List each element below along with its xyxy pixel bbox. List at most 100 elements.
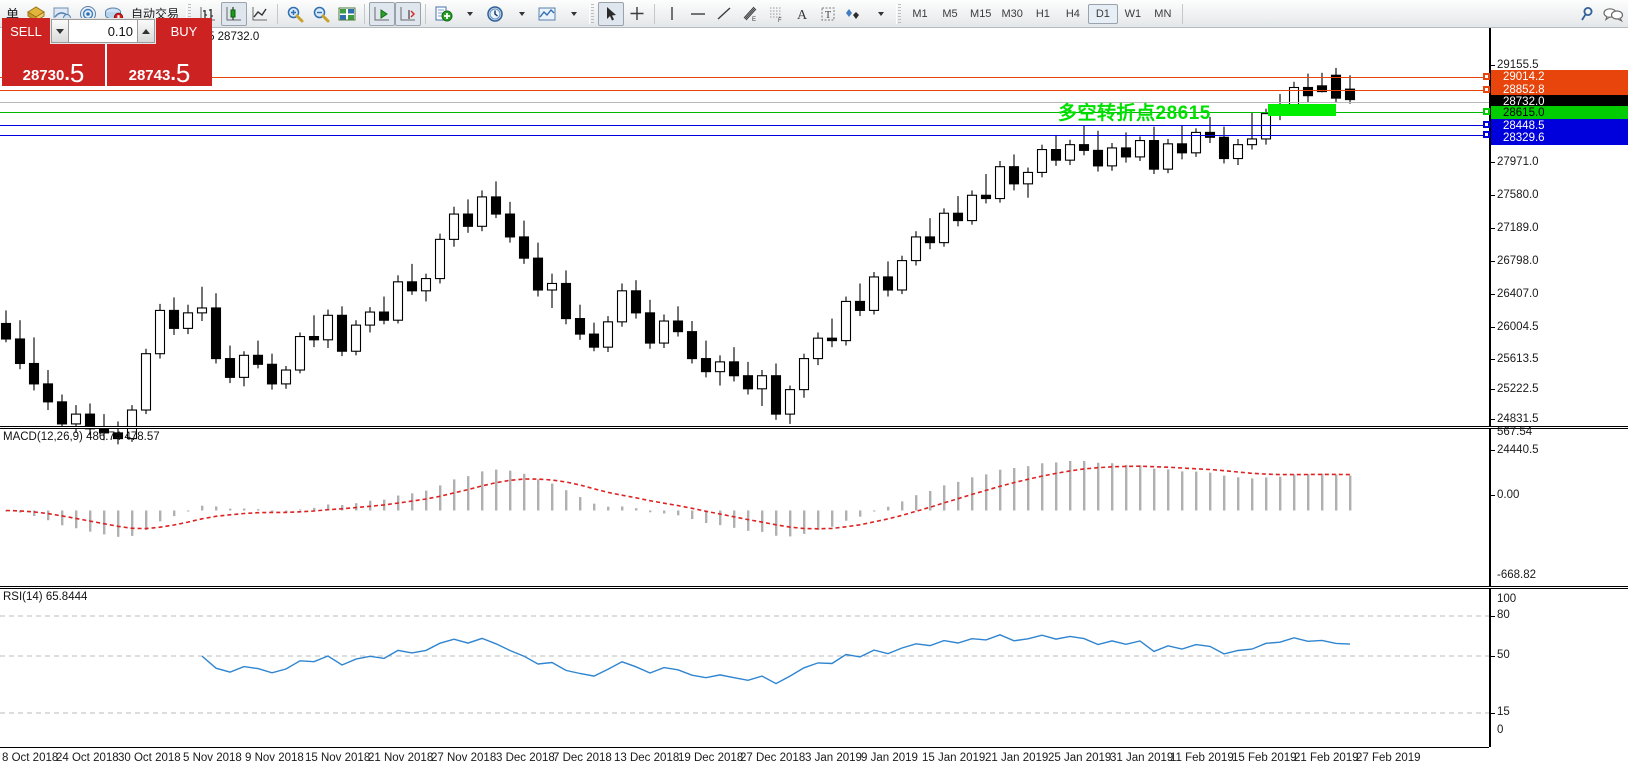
rsi-axis[interactable] [1489, 589, 1491, 747]
green-highlight-box[interactable] [1268, 104, 1336, 116]
level-tag-28329[interactable]: 28329.6 [1491, 131, 1628, 145]
candle-body [476, 196, 488, 227]
price-line-29014[interactable] [0, 77, 1489, 78]
candle-body [1204, 131, 1216, 138]
timeframe-d1[interactable]: D1 [1087, 3, 1118, 24]
text-label-icon[interactable]: A [789, 2, 815, 26]
sell-button[interactable]: SELL [2, 18, 50, 44]
shapes-dropdown-caret[interactable] [867, 2, 893, 26]
candle-body [644, 312, 656, 344]
crosshair-icon[interactable] [624, 2, 650, 26]
templates-icon[interactable] [534, 2, 560, 26]
date-label: 9 Jan 2019 [861, 752, 918, 764]
level-tag-29014[interactable]: 29014.2 [1491, 70, 1628, 84]
price-chart-plot [0, 67, 1356, 445]
rsi-divider[interactable] [0, 586, 1628, 589]
buy-price[interactable]: 28743 . 5 [107, 44, 212, 86]
autotrading-icon[interactable] [101, 2, 127, 26]
indicators-icon[interactable] [430, 2, 456, 26]
cursor-icon[interactable] [598, 1, 625, 26]
buy-button[interactable]: BUY [156, 18, 212, 44]
chart-canvas[interactable]: HK50-,Daily 28860.0 29030.5 28681.5 2873… [0, 28, 1628, 775]
main-toolbar: 单 自动交易 [0, 0, 1628, 28]
toolbar-grip-3[interactable] [896, 3, 903, 24]
sell-price[interactable]: 28730 . 5 [2, 44, 107, 86]
zoom-out-icon[interactable] [308, 2, 334, 26]
macd-bar [1181, 471, 1184, 511]
period-icon[interactable] [482, 2, 508, 26]
macd-label[interactable]: MACD(12,26,9) 486.74 478.57 [3, 431, 160, 443]
volume-increase-button[interactable] [137, 19, 155, 43]
price-line-28615[interactable] [0, 112, 1489, 113]
fibonacci-icon[interactable]: F [763, 2, 789, 26]
macd-divider[interactable] [0, 426, 1628, 429]
level-tag-28448[interactable]: 28448.5 [1491, 119, 1628, 133]
level-handle-28329[interactable] [1483, 131, 1490, 138]
macd-bar [1335, 474, 1338, 511]
line-chart-icon[interactable] [247, 2, 273, 26]
chat-icon[interactable] [1600, 2, 1626, 26]
macd-bar [1041, 463, 1044, 511]
level-tag-28615[interactable]: 28615.0 [1491, 106, 1628, 120]
level-handle-29014[interactable] [1483, 73, 1490, 80]
macd-bar [537, 479, 540, 511]
candle-body [294, 335, 306, 371]
macd-bar [495, 469, 498, 511]
candlestick-chart-icon[interactable] [221, 1, 248, 26]
templates-dropdown-caret[interactable] [560, 2, 586, 26]
shapes-icon[interactable] [841, 2, 867, 26]
toolbar-separator [277, 3, 279, 24]
text-box-icon[interactable]: T [815, 2, 841, 26]
candle-body [714, 361, 726, 373]
level-handle-28852[interactable] [1483, 86, 1490, 93]
level-handle-28448[interactable] [1483, 121, 1490, 128]
toolbar-grip-2[interactable] [589, 3, 596, 24]
date-axis[interactable] [0, 747, 1489, 775]
macd-bar [831, 510, 834, 527]
price-line-28448[interactable] [0, 125, 1489, 126]
autotrading-label[interactable]: 自动交易 [131, 7, 180, 21]
timeframe-m30[interactable]: M30 [1001, 7, 1023, 20]
vertical-line-icon[interactable] [659, 2, 685, 26]
annotation-label[interactable]: 多空转折点28615 [1058, 103, 1211, 124]
timeframe-m15[interactable]: M15 [970, 7, 992, 20]
timeframe-mn[interactable]: MN [1154, 7, 1172, 20]
macd-bar [663, 510, 666, 514]
timeframe-m1[interactable]: M1 [912, 7, 928, 20]
timeframe-h4[interactable]: H4 [1065, 7, 1080, 20]
macd-bar [313, 507, 316, 511]
price-line-28329[interactable] [0, 135, 1489, 136]
indicators-dropdown-caret[interactable] [456, 2, 482, 26]
tile-windows-icon[interactable] [334, 2, 360, 26]
horizontal-line-icon[interactable] [685, 2, 711, 26]
volume-decrease-button[interactable] [51, 19, 69, 43]
volume-input[interactable]: 0.10 [69, 19, 137, 43]
period-dropdown-caret[interactable] [508, 2, 534, 26]
price-axis[interactable] [1489, 28, 1491, 747]
auto-scroll-icon[interactable] [369, 1, 396, 26]
chart-shift-icon[interactable] [395, 1, 422, 26]
price-line-28852[interactable] [0, 90, 1489, 91]
zoom-in-icon[interactable] [282, 2, 308, 26]
buy-price-dot: . [170, 63, 176, 85]
timeframe-m5[interactable]: M5 [942, 7, 958, 20]
candle-body [252, 354, 264, 365]
one-click-trading-panel[interactable]: SELL 0.10 BUY 28730 . 5 28743 . 5 [2, 18, 212, 86]
macd-bar [1279, 476, 1282, 511]
timeframe-w1[interactable]: W1 [1124, 7, 1142, 20]
search-icon[interactable] [1574, 2, 1600, 26]
level-tag-28852[interactable]: 28852.8 [1491, 83, 1628, 97]
equidistant-channel-icon[interactable]: E [737, 2, 763, 26]
candle-body [532, 257, 544, 291]
macd-bar [845, 510, 848, 521]
trendline-icon[interactable] [711, 2, 737, 26]
candle-body [1064, 144, 1076, 161]
macd-bar [327, 504, 330, 511]
toolbar-grip[interactable] [186, 3, 193, 24]
rsi-label[interactable]: RSI(14) 65.8444 [3, 591, 88, 603]
timeframe-h1[interactable]: H1 [1035, 7, 1050, 20]
level-handle-28615[interactable] [1483, 108, 1490, 115]
toolbar-separator-5 [1181, 3, 1183, 24]
price-tick-27971: 27971.0 [1497, 156, 1539, 168]
macd-axis[interactable] [1489, 429, 1491, 587]
